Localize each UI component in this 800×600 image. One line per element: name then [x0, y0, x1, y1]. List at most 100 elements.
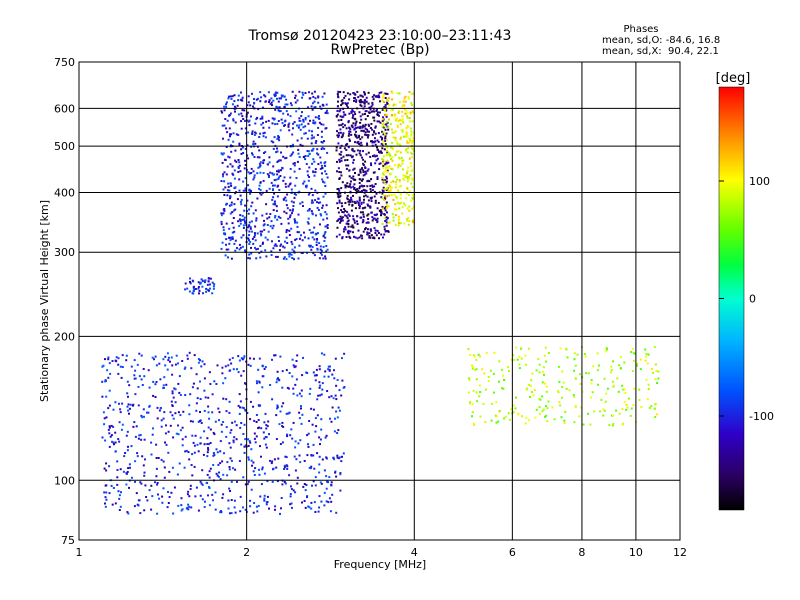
data-point — [247, 480, 250, 483]
data-point — [105, 498, 108, 501]
data-point — [375, 218, 378, 221]
data-point — [278, 139, 281, 142]
data-point — [409, 162, 412, 164]
data-point — [371, 185, 374, 188]
data-point — [263, 223, 266, 226]
data-point — [286, 103, 289, 106]
data-point — [362, 213, 365, 216]
data-point — [364, 228, 366, 231]
data-point — [344, 102, 347, 105]
data-point — [406, 141, 409, 144]
data-point — [368, 232, 371, 235]
data-point — [314, 233, 317, 236]
data-point — [361, 167, 364, 170]
data-point — [212, 285, 215, 288]
data-point — [323, 504, 326, 507]
data-point — [392, 198, 395, 201]
data-point — [254, 142, 257, 145]
data-point — [623, 388, 626, 391]
data-point — [363, 91, 366, 94]
data-point — [221, 111, 224, 114]
data-point — [375, 234, 378, 237]
data-point — [240, 127, 243, 130]
data-point — [271, 122, 274, 125]
data-point — [192, 290, 195, 293]
data-point — [276, 480, 279, 483]
data-point — [112, 408, 115, 411]
data-point — [339, 147, 342, 149]
data-point — [194, 434, 197, 437]
data-point — [318, 471, 321, 474]
data-point — [219, 462, 222, 465]
data-point — [369, 205, 372, 208]
data-point — [402, 100, 405, 103]
data-point — [239, 495, 242, 498]
data-point — [215, 472, 218, 475]
data-point — [337, 187, 340, 190]
data-point — [225, 146, 228, 148]
data-point — [140, 482, 143, 485]
data-point — [104, 358, 106, 361]
data-point — [223, 194, 226, 196]
data-point — [342, 132, 345, 135]
data-point — [363, 198, 365, 201]
data-point — [560, 416, 563, 419]
data-point — [319, 384, 322, 387]
data-point — [319, 161, 322, 164]
data-point — [354, 236, 357, 239]
data-point — [119, 505, 122, 508]
data-point — [389, 154, 392, 157]
data-point — [129, 466, 131, 469]
data-point — [314, 116, 317, 119]
data-point — [631, 347, 634, 350]
data-point — [231, 211, 234, 214]
data-point — [209, 277, 212, 280]
data-point — [384, 137, 387, 140]
data-point — [253, 232, 256, 235]
data-point — [391, 114, 393, 116]
data-point — [385, 101, 388, 104]
data-point — [292, 387, 295, 390]
data-point — [311, 423, 314, 426]
data-point — [381, 192, 384, 195]
data-point — [289, 253, 291, 256]
data-point — [406, 171, 409, 174]
data-point — [333, 369, 335, 372]
data-point — [482, 402, 485, 405]
data-point — [405, 135, 407, 138]
data-point — [360, 94, 363, 97]
data-point — [350, 209, 353, 212]
data-point — [197, 281, 200, 284]
data-point — [293, 193, 296, 195]
data-point — [199, 380, 201, 383]
data-point — [388, 104, 391, 107]
data-point — [631, 370, 634, 373]
data-point — [326, 390, 329, 392]
data-point — [271, 460, 274, 463]
data-point — [323, 353, 326, 356]
data-point — [322, 123, 325, 126]
data-point — [341, 181, 344, 184]
data-point — [320, 130, 323, 133]
data-point — [320, 253, 323, 256]
data-point — [657, 370, 660, 373]
data-point — [290, 200, 293, 203]
data-point — [325, 103, 328, 106]
data-point — [412, 218, 415, 221]
data-point — [396, 142, 399, 145]
data-point — [333, 458, 336, 461]
data-point — [277, 178, 280, 180]
data-point — [502, 374, 504, 377]
data-point — [158, 362, 161, 365]
data-point — [344, 202, 347, 204]
data-point — [320, 428, 323, 431]
data-point — [254, 131, 257, 134]
data-point — [378, 168, 381, 171]
data-point — [243, 216, 246, 219]
data-point — [300, 407, 302, 410]
data-point — [282, 179, 285, 182]
data-point — [398, 185, 401, 188]
data-point — [134, 460, 137, 463]
data-point — [335, 235, 338, 238]
data-point — [379, 111, 381, 114]
